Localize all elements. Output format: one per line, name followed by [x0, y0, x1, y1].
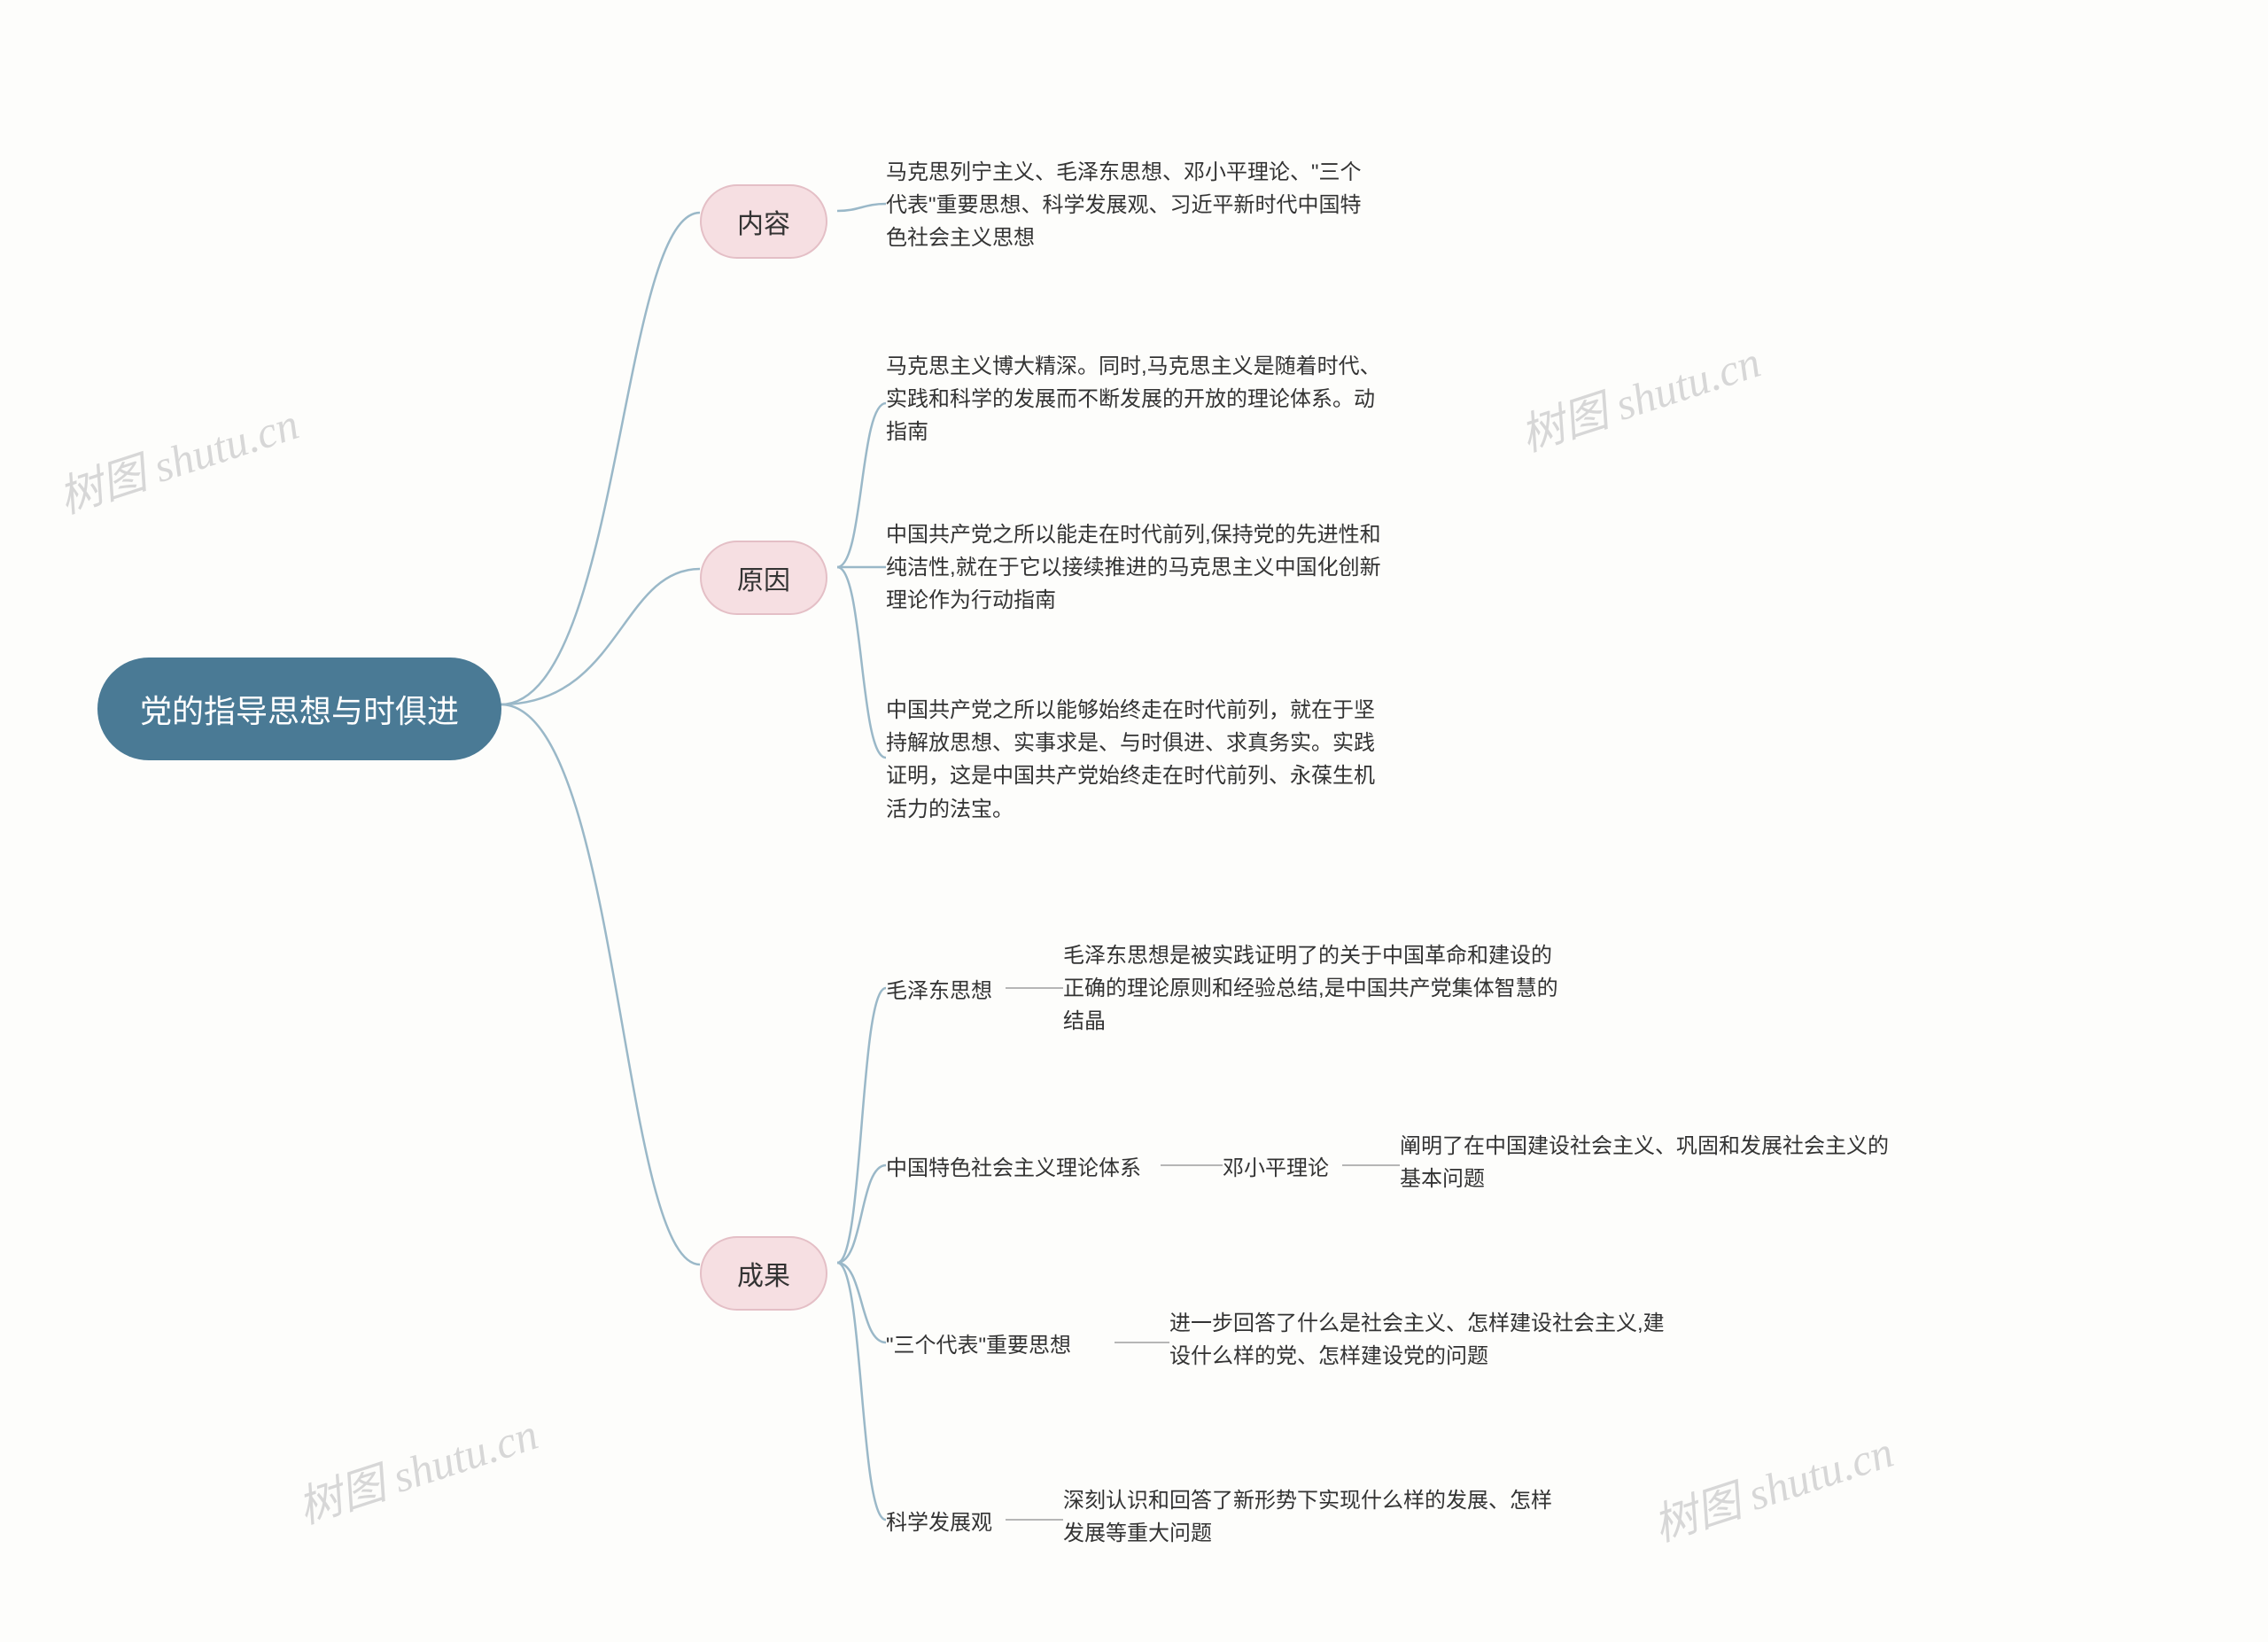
leaf-reason-1: 马克思主义博大精深。同时,马克思主义是随着时代、实践和科学的发展而不断发展的开放…	[886, 350, 1382, 449]
mid-label: "三个代表"重要思想	[886, 1327, 1071, 1358]
leaf-text: 中国共产党之所以能够始终走在时代前列，就在于坚持解放思想、实事求是、与时俱进、求…	[886, 694, 1382, 826]
branch-content[interactable]: 内容	[700, 184, 827, 259]
leaf-scientific-dev: 深刻认识和回答了新形势下实现什么样的发展、怎样发展等重大问题	[1063, 1484, 1559, 1550]
branch-results[interactable]: 成果	[700, 1236, 827, 1311]
mid-label: 科学发展观	[886, 1505, 992, 1536]
watermark: 树图 shutu.cn	[50, 388, 306, 525]
leaf-text: 阐明了在中国建设社会主义、巩固和发展社会主义的基本问题	[1400, 1130, 1896, 1195]
branch-label: 成果	[737, 1254, 790, 1293]
leaf-deng: 阐明了在中国建设社会主义、巩固和发展社会主义的基本问题	[1400, 1130, 1896, 1195]
leaf-text: 进一步回答了什么是社会主义、怎样建设社会主义,建设什么样的党、怎样建设党的问题	[1169, 1307, 1666, 1373]
mid-deng[interactable]: 邓小平理论	[1223, 1150, 1329, 1181]
watermark: 树图 shutu.cn	[289, 1398, 545, 1536]
branch-label: 内容	[737, 202, 790, 241]
leaf-reason-3: 中国共产党之所以能够始终走在时代前列，就在于坚持解放思想、实事求是、与时俱进、求…	[886, 694, 1382, 826]
mid-mao[interactable]: 毛泽东思想	[886, 973, 992, 1004]
leaf-text: 毛泽东思想是被实践证明了的关于中国革命和建设的正确的理论原则和经验总结,是中国共…	[1063, 939, 1559, 1039]
mid-label: 中国特色社会主义理论体系	[886, 1150, 1141, 1181]
mid-three-represents[interactable]: "三个代表"重要思想	[886, 1327, 1071, 1358]
leaf-content-1: 马克思列宁主义、毛泽东思想、邓小平理论、"三个代表"重要思想、科学发展观、习近平…	[886, 156, 1382, 255]
root-node[interactable]: 党的指导思想与时俱进	[97, 658, 501, 760]
mid-label: 邓小平理论	[1223, 1150, 1329, 1181]
leaf-mao: 毛泽东思想是被实践证明了的关于中国革命和建设的正确的理论原则和经验总结,是中国共…	[1063, 939, 1559, 1039]
leaf-three-represents: 进一步回答了什么是社会主义、怎样建设社会主义,建设什么样的党、怎样建设党的问题	[1169, 1307, 1666, 1373]
mid-scientific-dev[interactable]: 科学发展观	[886, 1505, 992, 1536]
root-label: 党的指导思想与时俱进	[140, 686, 459, 732]
branch-label: 原因	[737, 558, 790, 597]
branch-reason[interactable]: 原因	[700, 541, 827, 615]
watermark: 树图 shutu.cn	[1644, 1416, 1900, 1553]
leaf-text: 马克思列宁主义、毛泽东思想、邓小平理论、"三个代表"重要思想、科学发展观、习近平…	[886, 156, 1382, 255]
leaf-text: 马克思主义博大精深。同时,马克思主义是随着时代、实践和科学的发展而不断发展的开放…	[886, 350, 1382, 449]
watermark: 树图 shutu.cn	[1511, 326, 1767, 463]
mid-theory-system[interactable]: 中国特色社会主义理论体系	[886, 1150, 1141, 1181]
leaf-text: 中国共产党之所以能走在时代前列,保持党的先进性和纯洁性,就在于它以接续推进的马克…	[886, 518, 1382, 618]
mindmap-canvas: 树图 shutu.cn 树图 shutu.cn 树图 shutu.cn 树图 s…	[0, 0, 2268, 1642]
leaf-reason-2: 中国共产党之所以能走在时代前列,保持党的先进性和纯洁性,就在于它以接续推进的马克…	[886, 518, 1382, 618]
mid-label: 毛泽东思想	[886, 973, 992, 1004]
leaf-text: 深刻认识和回答了新形势下实现什么样的发展、怎样发展等重大问题	[1063, 1484, 1559, 1550]
